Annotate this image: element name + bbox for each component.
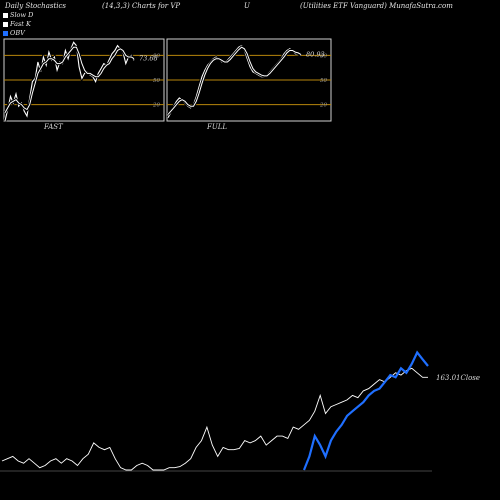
legend-label: Slow D	[10, 11, 34, 19]
header-ticker: U	[244, 2, 250, 10]
legend-label: OBV	[10, 29, 25, 37]
legend-swatch	[3, 21, 8, 27]
obv-line	[302, 350, 429, 471]
y-tick-label: 80	[320, 53, 327, 59]
header-left: Daily Stochastics	[5, 2, 67, 10]
panel-title: FULL	[206, 123, 227, 131]
y-tick-label: 80	[153, 53, 160, 59]
header-params: (14,3,3) Charts for VP	[102, 2, 181, 10]
price-obv-panel: 163.01Close	[0, 350, 480, 472]
fast-panel: 80 50 20 73.68 FAST	[3, 38, 165, 131]
close-price-line	[1, 367, 428, 471]
y-tick-label: 50	[320, 78, 327, 84]
legend-obv: OBV	[3, 29, 25, 37]
close-value-label: 163.01Close	[436, 374, 480, 382]
y-tick-label: 20	[319, 103, 327, 109]
legend-swatch	[3, 30, 8, 36]
value-label: 73.68	[139, 55, 158, 63]
series-line	[4, 46, 135, 114]
full-panel: 80 50 20 80.93 FULL	[166, 38, 332, 131]
value-label: 80.93	[306, 51, 325, 59]
y-tick-label: 50	[153, 78, 160, 84]
series-line	[167, 46, 302, 115]
y-tick-label: 20	[152, 103, 160, 109]
legend-slow-d: Slow D	[3, 11, 33, 19]
legend-fast-k: Fast K	[3, 20, 31, 28]
header-right: (Utilities ETF Vanguard) MunafaSutra.com	[300, 2, 453, 10]
legend-swatch	[3, 12, 8, 18]
panel-title: FAST	[43, 123, 64, 131]
legend-label: Fast K	[10, 20, 31, 28]
